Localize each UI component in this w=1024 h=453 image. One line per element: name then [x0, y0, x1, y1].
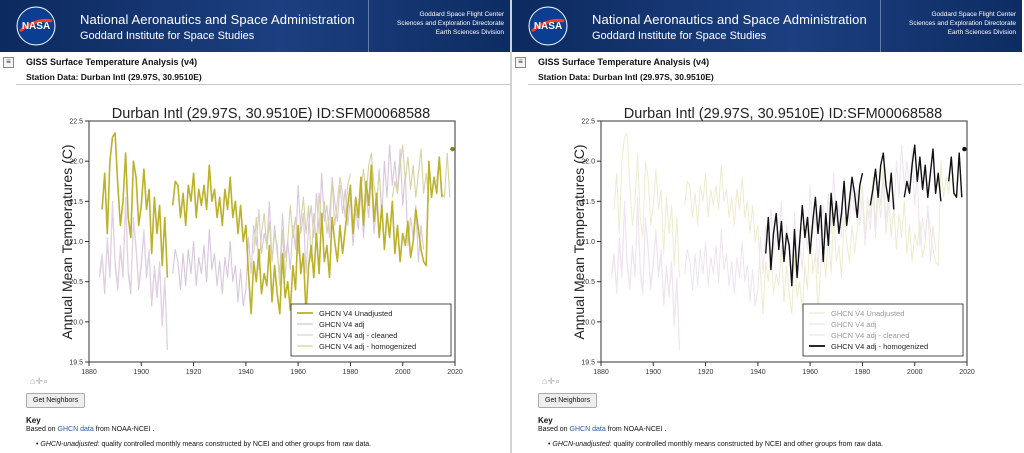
- x-tick-label: 1980: [343, 369, 359, 376]
- get-neighbors-button[interactable]: Get Neighbors: [538, 393, 598, 408]
- key-heading: Key: [538, 416, 553, 425]
- x-tick-label: 1900: [133, 369, 149, 376]
- series-line: [253, 144, 451, 287]
- key-heading: Key: [26, 416, 41, 425]
- x-tick-label: 1960: [290, 369, 306, 376]
- series-line: [98, 196, 168, 346]
- y-axis-label: Annual Mean Temperatures (C): [571, 144, 587, 339]
- key-source: Based on GHCN data from NOAA-NCEI .: [538, 426, 667, 433]
- page-title: GISS Surface Temperature Analysis (v4): [538, 57, 710, 67]
- division-link[interactable]: Earth Sciences Division: [435, 29, 504, 36]
- legend-label: GHCN V4 Unadjusted: [319, 309, 392, 318]
- key-bullet: • GHCN-unadjusted: quality controlled mo…: [548, 441, 884, 448]
- station-subtitle: Station Data: Durban Intl (29.97S, 30.95…: [538, 72, 714, 82]
- x-tick-label: 1960: [802, 369, 818, 376]
- title-divider: [16, 84, 510, 85]
- legend-label: GHCN V4 adj - homogenized: [319, 342, 416, 351]
- x-tick-label: 1880: [81, 369, 97, 376]
- temperature-chart: Durban Intl (29.97S, 30.9510E) ID:SFM000…: [59, 106, 463, 376]
- y-tick-label: 21.0: [581, 239, 595, 246]
- y-tick-label: 19.5: [581, 360, 595, 367]
- y-tick-label: 20.0: [69, 319, 83, 326]
- legend-label: GHCN V4 adj - cleaned: [319, 331, 397, 340]
- chart-toolbar-icons[interactable]: ⌂✛⌕: [542, 376, 561, 386]
- x-tick-label: 1920: [698, 369, 714, 376]
- institute-name: Goddard Institute for Space Studies: [592, 30, 767, 42]
- chart-title: Durban Intl (29.97S, 30.9510E) ID:SFM000…: [624, 106, 942, 122]
- header-links: Goddard Space Flight Center Sciences and…: [397, 10, 504, 37]
- legend-label: GHCN V4 adj: [319, 320, 365, 329]
- key-source: Based on GHCN data from NOAA-NCEI .: [26, 426, 155, 433]
- hamburger-icon[interactable]: ≡: [515, 57, 526, 68]
- y-tick-label: 20.0: [581, 319, 595, 326]
- header-links: Goddard Space Flight Center Sciences and…: [909, 10, 1016, 37]
- nasa-logo-icon[interactable]: NASA: [528, 6, 568, 46]
- get-neighbors-button[interactable]: Get Neighbors: [26, 393, 86, 408]
- y-tick-label: 22.0: [69, 159, 83, 166]
- x-tick-label: 2000: [907, 369, 923, 376]
- x-tick-label: 2020: [447, 369, 463, 376]
- center-link[interactable]: Goddard Space Flight Center: [931, 11, 1016, 18]
- y-tick-label: 20.5: [69, 279, 83, 286]
- y-tick-label: 20.5: [581, 279, 595, 286]
- center-link[interactable]: Goddard Space Flight Center: [419, 11, 504, 18]
- legend-label: GHCN V4 adj - cleaned: [831, 331, 909, 340]
- ghcn-data-link[interactable]: GHCN data: [57, 426, 94, 433]
- header-divider: [880, 0, 881, 52]
- legend-box: [290, 303, 452, 357]
- x-tick-label: 2020: [959, 369, 975, 376]
- site-header: NASA National Aeronautics and Space Admi…: [0, 0, 510, 52]
- y-tick-label: 22.5: [581, 119, 595, 126]
- x-tick-label: 1900: [645, 369, 661, 376]
- legend-label: GHCN V4 adj: [831, 320, 877, 329]
- series-line: [611, 196, 680, 346]
- ghcn-data-link[interactable]: GHCN data: [569, 426, 606, 433]
- agency-name: National Aeronautics and Space Administr…: [80, 12, 355, 27]
- directorate-link[interactable]: Sciences and Exploration Directorate: [909, 20, 1016, 27]
- key-bullet: • GHCN-unadjusted: quality controlled mo…: [36, 441, 372, 448]
- panel-divider: [510, 0, 512, 453]
- left-panel: NASA National Aeronautics and Space Admi…: [0, 0, 510, 453]
- series-line: [613, 132, 955, 315]
- svg-text:NASA: NASA: [534, 21, 562, 32]
- temperature-chart: Durban Intl (29.97S, 30.9510E) ID:SFM000…: [571, 106, 975, 376]
- y-tick-label: 22.5: [69, 119, 83, 126]
- y-tick-label: 22.0: [581, 159, 595, 166]
- legend-label: GHCN V4 Unadjusted: [831, 309, 904, 318]
- title-divider: [528, 84, 1022, 85]
- legend-label: GHCN V4 adj - homogenized: [831, 342, 928, 351]
- y-tick-label: 21.5: [69, 199, 83, 206]
- chart-toolbar-icons[interactable]: ⌂✛⌕: [30, 376, 49, 386]
- x-tick-label: 1940: [750, 369, 766, 376]
- x-tick-label: 1880: [593, 369, 609, 376]
- station-subtitle: Station Data: Durban Intl (29.97S, 30.95…: [26, 72, 202, 82]
- legend-box: [802, 303, 964, 357]
- right-panel: NASA National Aeronautics and Space Admi…: [512, 0, 1022, 453]
- y-axis-label: Annual Mean Temperatures (C): [59, 144, 75, 339]
- nasa-logo-icon[interactable]: NASA: [16, 6, 56, 46]
- chart-title: Durban Intl (29.97S, 30.9510E) ID:SFM000…: [112, 106, 430, 122]
- site-header: NASA National Aeronautics and Space Admi…: [512, 0, 1022, 52]
- page-title: GISS Surface Temperature Analysis (v4): [26, 57, 198, 67]
- y-tick-label: 21.0: [69, 239, 83, 246]
- header-divider: [368, 0, 369, 52]
- end-point-marker: [450, 146, 455, 152]
- end-point-marker: [962, 146, 967, 152]
- x-tick-label: 2000: [395, 369, 411, 376]
- x-tick-label: 1940: [238, 369, 254, 376]
- directorate-link[interactable]: Sciences and Exploration Directorate: [397, 20, 504, 27]
- svg-text:NASA: NASA: [22, 21, 50, 32]
- division-link[interactable]: Earth Sciences Division: [947, 29, 1016, 36]
- y-tick-label: 19.5: [69, 360, 83, 367]
- x-tick-label: 1920: [186, 369, 202, 376]
- x-tick-label: 1980: [855, 369, 871, 376]
- hamburger-icon[interactable]: ≡: [3, 57, 14, 68]
- agency-name: National Aeronautics and Space Administr…: [592, 12, 867, 27]
- y-tick-label: 21.5: [581, 199, 595, 206]
- institute-name: Goddard Institute for Space Studies: [80, 30, 255, 42]
- series-line: [101, 132, 443, 315]
- series-line: [765, 144, 963, 287]
